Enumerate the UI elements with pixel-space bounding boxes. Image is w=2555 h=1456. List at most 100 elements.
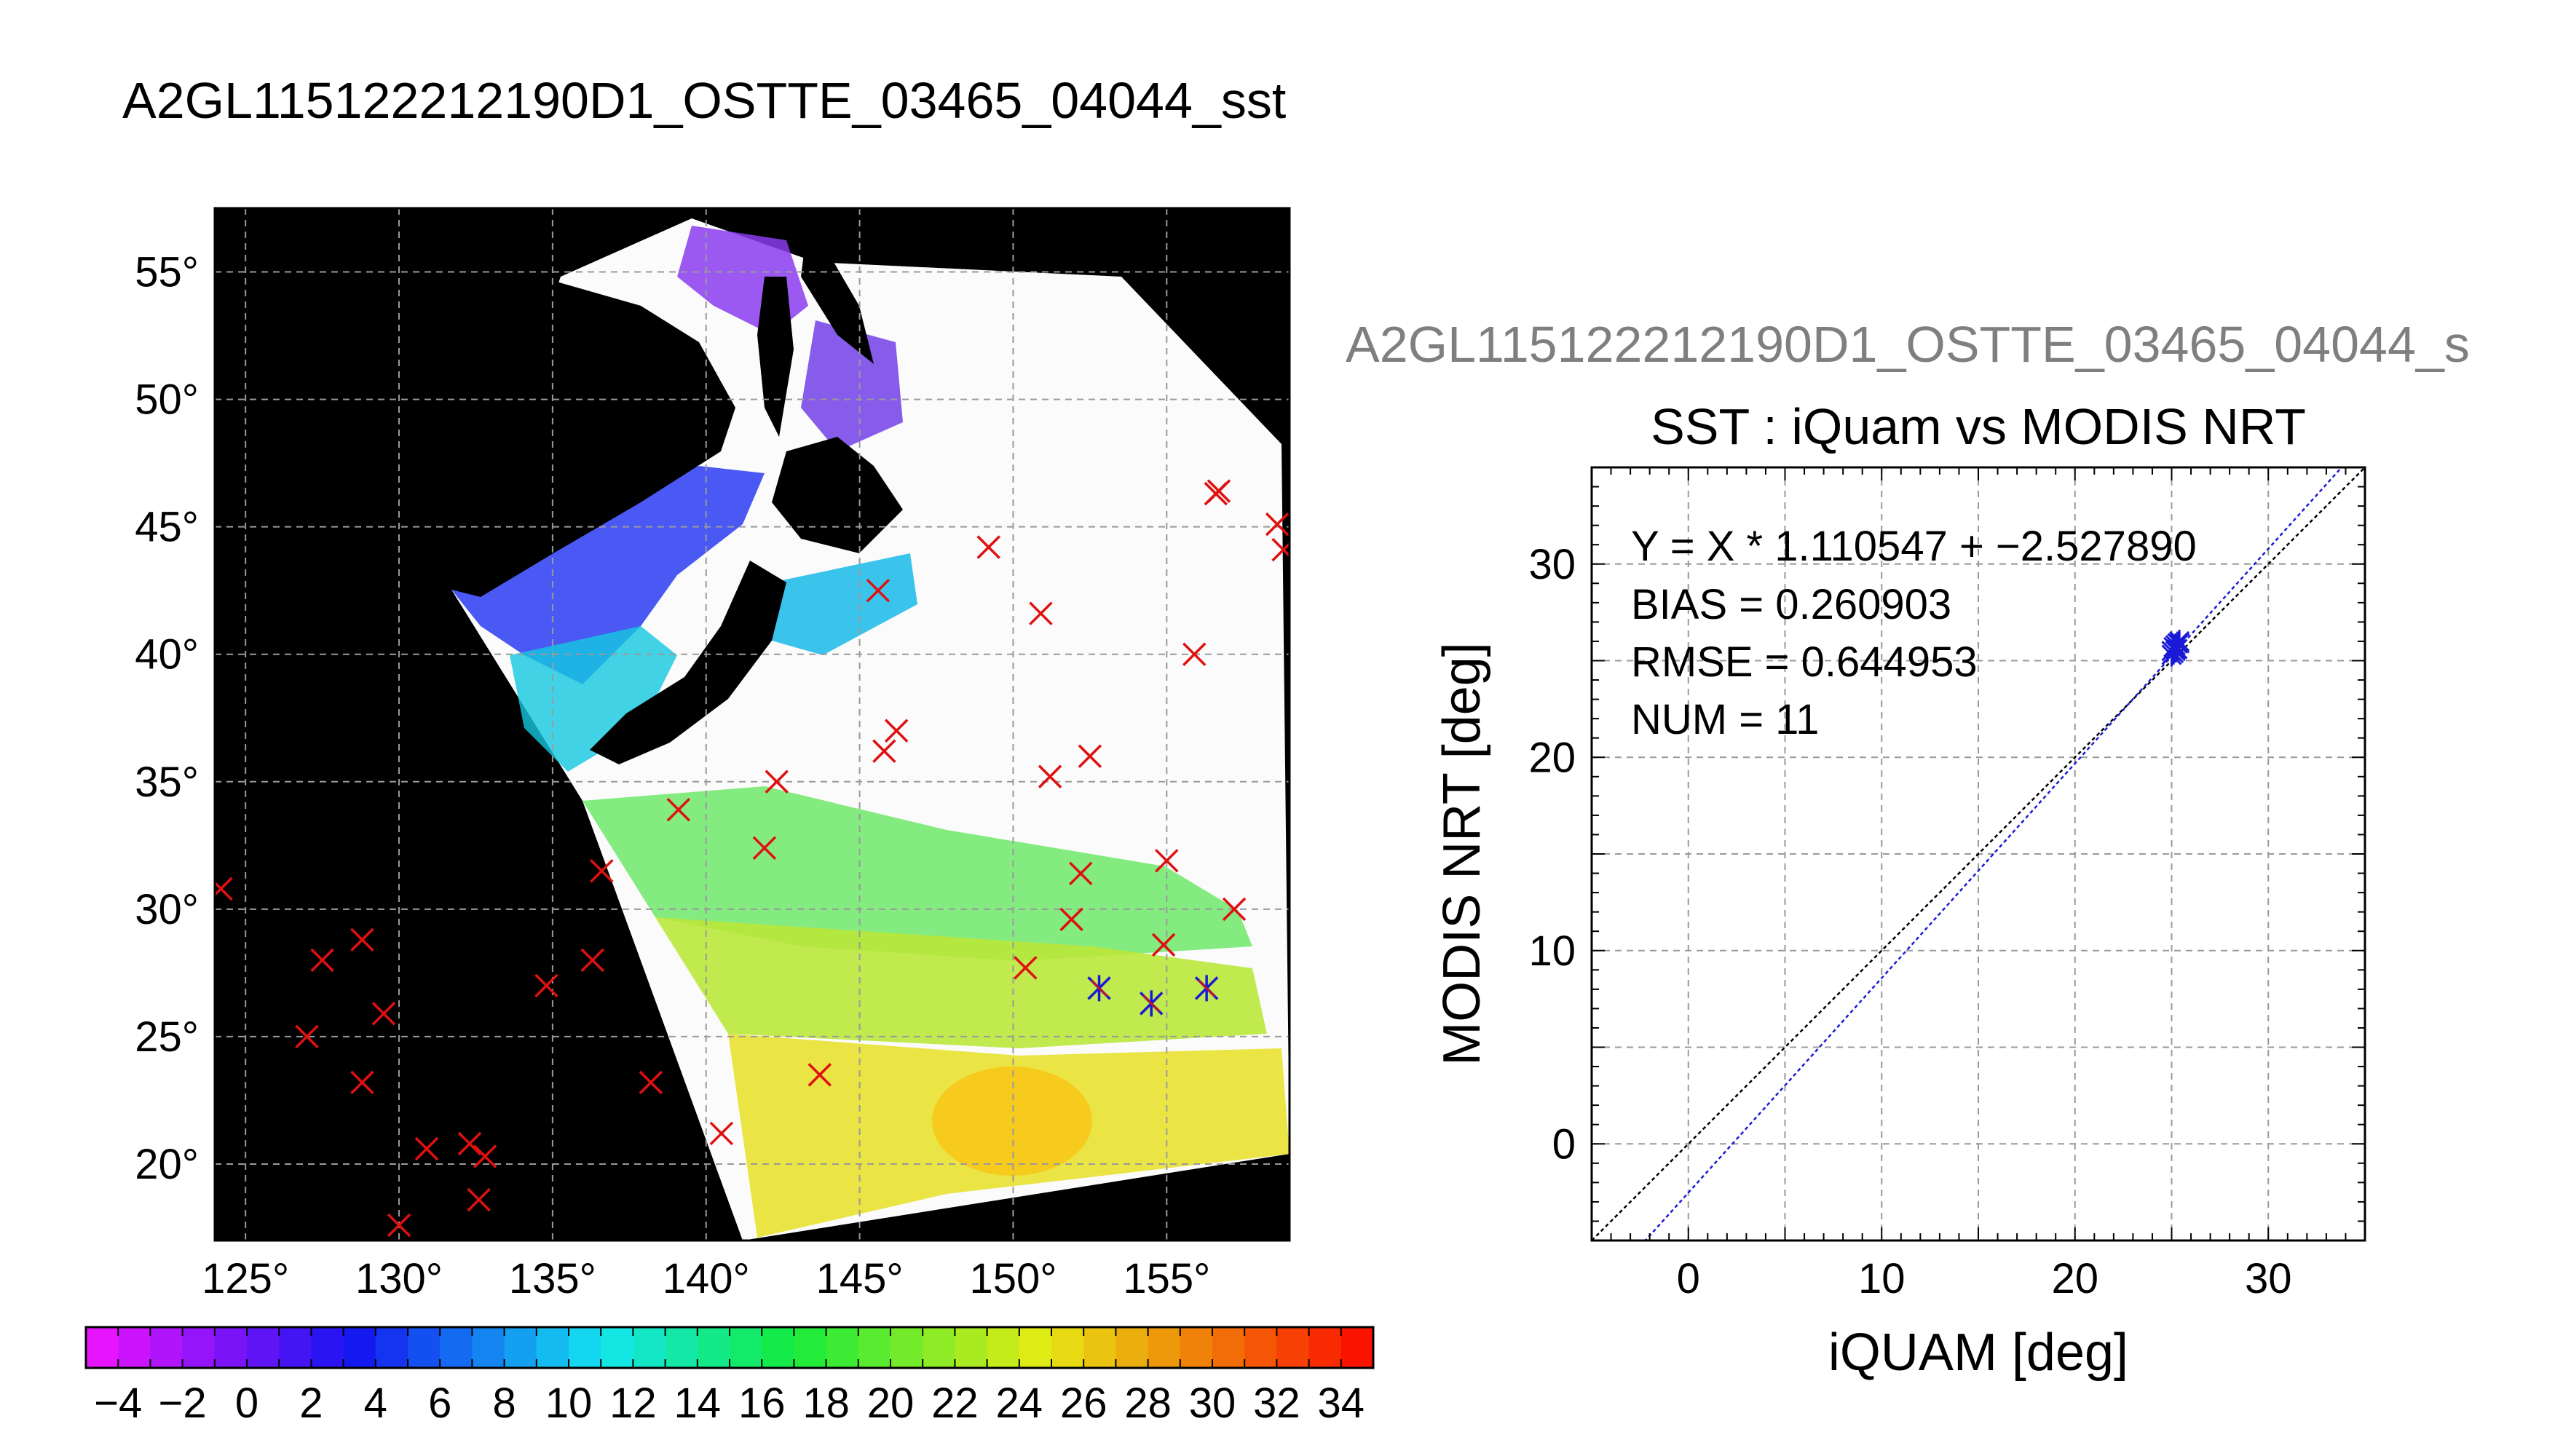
iquam-point-marker xyxy=(350,927,374,952)
map-points xyxy=(215,479,1290,1238)
iquam-point-marker xyxy=(1029,601,1053,625)
colorbar-frame xyxy=(84,1326,1375,1369)
colorbar-cell xyxy=(214,1327,248,1368)
sst-pacific-warm xyxy=(655,917,1267,1048)
colorbar-cell xyxy=(1148,1327,1181,1368)
iquam-point-marker xyxy=(1155,849,1179,873)
colorbar-cell xyxy=(1212,1327,1245,1368)
land-hokkaido xyxy=(772,437,903,553)
iquam-point-marker xyxy=(580,948,604,973)
map-lon-tick-label: 125° xyxy=(202,1255,289,1302)
colorbar-cell xyxy=(955,1327,988,1368)
colorbar-tick-label: −2 xyxy=(159,1380,207,1427)
colorbar: −4 −2 0 2 4 6 8 10 12 14 16 18 20 22 24 26 28 30 32 34 xyxy=(84,1326,1375,1427)
iquam-point-marker xyxy=(752,836,777,860)
iquam-point-marker xyxy=(473,1144,497,1168)
matchup-point-overlay xyxy=(1198,979,1216,997)
iquam-point-marker xyxy=(1222,897,1247,922)
colorbar-tick-label: 12 xyxy=(609,1380,657,1427)
iquam-point-marker xyxy=(457,1131,482,1156)
colorbar-cell xyxy=(375,1327,408,1368)
iquam-point-marker xyxy=(1182,642,1207,666)
colorbar-tick-label: 20 xyxy=(867,1380,915,1427)
map-lat-tick-label: 35° xyxy=(135,759,199,806)
colorbar-tick-label: 2 xyxy=(299,1380,323,1427)
colorbar-cell xyxy=(1115,1327,1149,1368)
map-lat-tick-label: 40° xyxy=(135,631,199,678)
scatter-ytick-label: 20 xyxy=(1528,734,1576,781)
annotation-fit-equation: Y = X * 1.110547 + −2.527890 xyxy=(1631,523,2197,570)
colorbar-cell xyxy=(311,1327,344,1368)
colorbar-cell xyxy=(343,1327,376,1368)
scatter-ytick-label: 10 xyxy=(1528,927,1576,975)
colorbar-tick-label: 28 xyxy=(1124,1380,1172,1427)
colorbar-tick-label: 18 xyxy=(802,1380,850,1427)
colorbar-cell xyxy=(279,1327,312,1368)
map-lat-tick-label: 55° xyxy=(135,249,199,296)
colorbar-cell xyxy=(601,1327,633,1368)
map-lon-tick-label: 155° xyxy=(1123,1255,1210,1302)
iquam-point-marker xyxy=(467,1187,491,1212)
colorbar-cell xyxy=(794,1327,827,1368)
iquam-point-marker xyxy=(590,859,614,883)
colorbar-cell xyxy=(247,1327,280,1368)
map-lon-tick-label: 130° xyxy=(355,1255,443,1302)
map-lon-tick-label: 135° xyxy=(509,1255,596,1302)
sst-cold-sea xyxy=(801,320,903,451)
fit-line xyxy=(1643,467,2343,1241)
land-sakhalin xyxy=(757,277,794,437)
annotation-bias: BIAS = 0.260903 xyxy=(1631,581,1951,628)
colorbar-cell xyxy=(472,1327,505,1368)
scatter-panel: A2GL115122212190D1_OSTTE_03465_04044_s S… xyxy=(1346,316,2470,1382)
colorbar-cell xyxy=(891,1327,923,1368)
scatter-points xyxy=(2161,629,2190,667)
scatter-axes: 0 10 20 30 0 10 20 30 xyxy=(1528,467,2366,1302)
colorbar-cell xyxy=(1019,1327,1052,1368)
iquam-point-marker xyxy=(807,1063,832,1087)
iquam-point-marker xyxy=(350,1070,374,1095)
colorbar-tick-label: 22 xyxy=(931,1380,979,1427)
colorbar-tick-label: 26 xyxy=(1060,1380,1107,1427)
colorbar-cell xyxy=(150,1327,183,1368)
iquam-point-marker xyxy=(387,1213,411,1238)
scatter-ytick-label: 0 xyxy=(1552,1120,1576,1168)
iquam-point-marker xyxy=(765,769,789,794)
iquam-point-marker xyxy=(709,1121,734,1146)
scatter-ylabel: MODIS NRT [deg] xyxy=(1433,642,1491,1066)
map-lat-tick-label: 50° xyxy=(135,376,199,424)
scatter-annotations: Y = X * 1.110547 + −2.527890 BIAS = 0.26… xyxy=(1631,523,2197,743)
scatter-grid xyxy=(1592,467,2365,1241)
map-axes: 125° 130° 135° 140° 145° 150° 155° 55° 50° 45° 40°… xyxy=(135,249,1210,1302)
colorbar-tick-label: 32 xyxy=(1253,1380,1300,1427)
colorbar-cell xyxy=(987,1327,1020,1368)
colorbar-cell xyxy=(665,1327,698,1368)
colorbar-cell xyxy=(858,1327,891,1368)
scatter-file-label: A2GL115122212190D1_OSTTE_03465_04044_s xyxy=(1346,316,2470,373)
colorbar-tick-label: 10 xyxy=(545,1380,593,1427)
scatter-xtick-label: 10 xyxy=(1858,1255,1906,1302)
sst-warm-pool xyxy=(932,1067,1092,1176)
colorbar-cell xyxy=(536,1327,569,1368)
scatter-ytick-label: 30 xyxy=(1528,541,1576,588)
iquam-point-marker xyxy=(666,798,691,822)
matchup-point-overlay xyxy=(1142,994,1161,1013)
land-mainland xyxy=(451,277,735,597)
colorbar-cell xyxy=(923,1327,955,1368)
colorbar-cell xyxy=(1340,1327,1374,1368)
iquam-point-marker xyxy=(1038,764,1062,789)
colorbar-tick-label: 30 xyxy=(1189,1380,1236,1427)
colorbar-tick-label: −4 xyxy=(94,1380,142,1427)
colorbar-cell xyxy=(1276,1327,1310,1368)
colorbar-cell xyxy=(86,1327,119,1368)
colorbar-tick-label: 6 xyxy=(428,1380,451,1427)
map-grid xyxy=(215,208,1290,1241)
map-lat-tick-label: 45° xyxy=(135,504,199,551)
colorbar-cell xyxy=(730,1327,762,1368)
iquam-point-marker xyxy=(534,973,558,998)
colorbar-cell xyxy=(569,1327,601,1368)
iquam-point-marker xyxy=(1068,861,1093,886)
map-lon-tick-label: 145° xyxy=(816,1255,904,1302)
iquam-point-marker xyxy=(310,948,334,973)
iquam-point-marker xyxy=(215,877,233,901)
